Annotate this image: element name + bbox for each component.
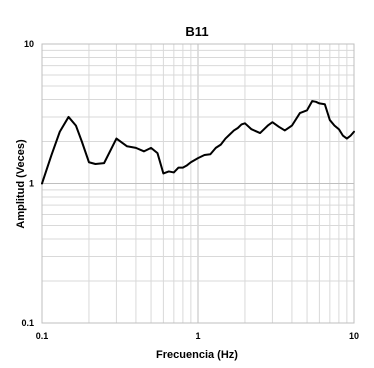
y-tick-label: 0.1	[21, 318, 34, 328]
x-tick-label: 1	[195, 331, 200, 341]
x-tick-label: 0.1	[36, 331, 49, 341]
tick-labels: 0.1 1 10 10 1 0.1	[21, 39, 359, 341]
x-axis-label: Frecuencia (Hz)	[156, 349, 238, 361]
x-tick-label: 10	[349, 331, 359, 341]
series-line	[41, 100, 355, 185]
y-tick-label: 10	[24, 39, 34, 49]
chart-title: B11	[185, 24, 208, 39]
y-tick-label: 1	[29, 179, 34, 189]
grid	[41, 44, 354, 324]
y-axis-label: Amplitud (Veces)	[15, 139, 27, 229]
